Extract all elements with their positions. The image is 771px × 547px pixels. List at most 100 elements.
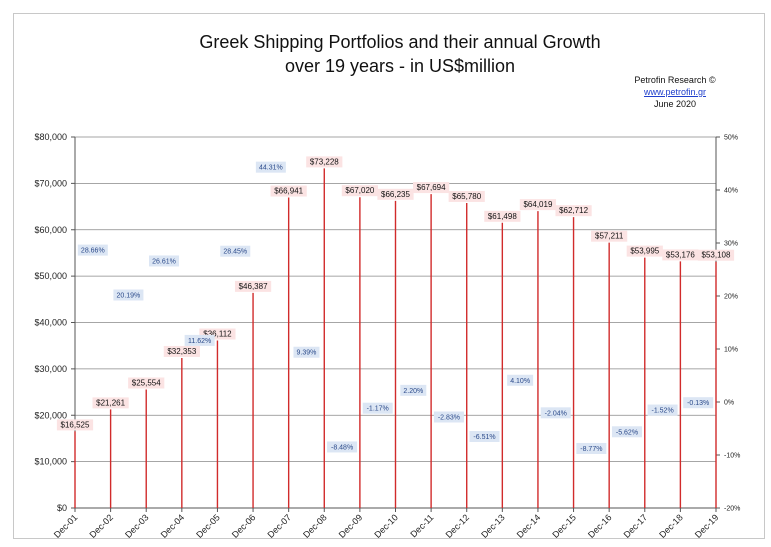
value-label: $61,498 xyxy=(488,212,517,221)
growth-label-bg xyxy=(400,384,427,396)
growth-label-bg xyxy=(184,334,215,346)
growth-label-bg xyxy=(540,407,571,419)
growth-label: 28.66% xyxy=(81,248,105,255)
x-axis-tick-label: Dec-10 xyxy=(372,512,400,540)
growth-label: -8.77% xyxy=(580,446,602,453)
growth-label: 11.62% xyxy=(188,338,211,345)
credit-org: Petrofin Research © xyxy=(634,75,716,85)
right-axis-tick-label: 50% xyxy=(724,135,738,142)
value-label: $21,261 xyxy=(96,398,125,407)
value-label: $66,235 xyxy=(381,190,410,199)
value-label: $53,108 xyxy=(702,251,731,260)
value-label: $62,712 xyxy=(559,206,588,215)
credit-block: Petrofin Research © www.petrofin.gr June… xyxy=(600,74,750,110)
right-axis-tick-label: -20% xyxy=(724,506,740,513)
growth-label-bg xyxy=(576,442,607,454)
value-label-bg xyxy=(662,249,699,261)
value-label-bg xyxy=(484,210,521,222)
right-axis-tick-label: 40% xyxy=(724,188,738,195)
growth-label-bg xyxy=(647,404,678,416)
value-label-bg xyxy=(591,230,628,242)
x-axis-tick-label: Dec-07 xyxy=(265,512,293,540)
growth-label: -1.17% xyxy=(367,406,389,413)
value-label: $67,694 xyxy=(417,183,446,192)
growth-label: -8.48% xyxy=(331,444,353,451)
growth-label-bg xyxy=(293,346,320,358)
x-axis-tick-label: Dec-12 xyxy=(444,512,472,540)
x-axis-tick-label: Dec-09 xyxy=(337,512,365,540)
value-label: $53,995 xyxy=(630,247,659,256)
growth-label: 2.20% xyxy=(403,388,423,395)
left-axis-tick-label: $50,000 xyxy=(34,271,67,281)
growth-label: 20.19% xyxy=(117,292,141,299)
value-label: $73,228 xyxy=(310,157,339,166)
x-axis-tick-label: Dec-03 xyxy=(123,512,151,540)
x-axis-tick-label: Dec-11 xyxy=(408,512,435,539)
value-label: $64,019 xyxy=(523,200,552,209)
value-label-bg xyxy=(341,185,378,197)
growth-label-bg xyxy=(77,244,108,256)
chart-title: Greek Shipping Portfolios and their annu… xyxy=(150,30,650,78)
credit-url[interactable]: www.petrofin.gr xyxy=(643,87,707,97)
x-axis-tick-label: Dec-08 xyxy=(301,512,329,540)
growth-label: 4.10% xyxy=(510,378,530,385)
value-label: $46,387 xyxy=(239,282,268,291)
left-axis-tick-label: $20,000 xyxy=(34,410,67,420)
growth-label-bg xyxy=(220,245,251,257)
value-label: $25,554 xyxy=(132,378,161,387)
value-label-bg xyxy=(234,280,272,292)
growth-label-bg xyxy=(113,289,144,301)
x-axis-tick-label: Dec-01 xyxy=(52,512,80,540)
value-label-bg xyxy=(56,419,94,431)
value-label: $65,780 xyxy=(452,192,481,201)
left-axis-tick-label: $60,000 xyxy=(34,225,67,235)
growth-label: -2.83% xyxy=(438,414,460,421)
growth-label: -6.51% xyxy=(473,434,495,441)
credit-date: June 2020 xyxy=(653,99,697,109)
x-axis-tick-label: Dec-16 xyxy=(586,512,614,540)
value-label-bg xyxy=(92,397,129,409)
value-label-bg xyxy=(448,190,485,202)
left-axis-tick-label: $0 xyxy=(57,503,67,513)
chart-title-line-2: over 19 years - in US$million xyxy=(284,56,516,76)
value-label: $32,353 xyxy=(167,347,196,356)
growth-label: 44.31% xyxy=(259,165,283,172)
value-label: $66,941 xyxy=(274,187,303,196)
x-axis-tick-label: Dec-04 xyxy=(159,512,187,540)
growth-label-bg xyxy=(683,397,714,409)
x-axis-tick-label: Dec-05 xyxy=(194,512,222,540)
growth-label-bg xyxy=(469,431,500,443)
growth-label: 9.39% xyxy=(297,350,317,357)
value-label: $36,112 xyxy=(203,330,232,339)
right-axis-tick-label: -10% xyxy=(724,453,740,460)
value-label: $57,211 xyxy=(595,232,624,241)
growth-label: 28.45% xyxy=(223,249,247,256)
left-axis-tick-label: $70,000 xyxy=(34,178,67,188)
chart-frame xyxy=(13,13,765,539)
value-label-bg xyxy=(377,188,414,200)
value-label-bg xyxy=(306,156,343,168)
value-label-bg xyxy=(199,328,236,340)
growth-label: -1.52% xyxy=(651,408,673,415)
left-axis-tick-label: $10,000 xyxy=(34,457,67,467)
right-axis-tick-label: 0% xyxy=(724,400,734,407)
right-axis-tick-label: 10% xyxy=(724,347,738,354)
growth-label-bg xyxy=(433,411,464,423)
x-axis-tick-label: Dec-13 xyxy=(479,512,507,540)
value-label-bg xyxy=(626,245,663,257)
right-axis-tick-label: 30% xyxy=(724,241,738,248)
left-axis-tick-label: $80,000 xyxy=(34,132,67,142)
x-axis-tick-label: Dec-17 xyxy=(622,512,650,540)
value-label: $67,020 xyxy=(345,186,374,195)
left-axis-tick-label: $30,000 xyxy=(34,364,67,374)
value-label-bg xyxy=(697,249,735,261)
growth-label: -2.04% xyxy=(545,410,567,417)
growth-label-bg xyxy=(507,374,534,386)
growth-label-bg xyxy=(362,402,393,414)
value-label-bg xyxy=(163,345,200,357)
value-label-bg xyxy=(519,199,557,211)
x-axis-tick-label: Dec-18 xyxy=(657,512,685,540)
growth-label-bg xyxy=(255,161,286,173)
value-label: $16,525 xyxy=(61,420,90,429)
x-axis-tick-label: Dec-06 xyxy=(230,512,258,540)
